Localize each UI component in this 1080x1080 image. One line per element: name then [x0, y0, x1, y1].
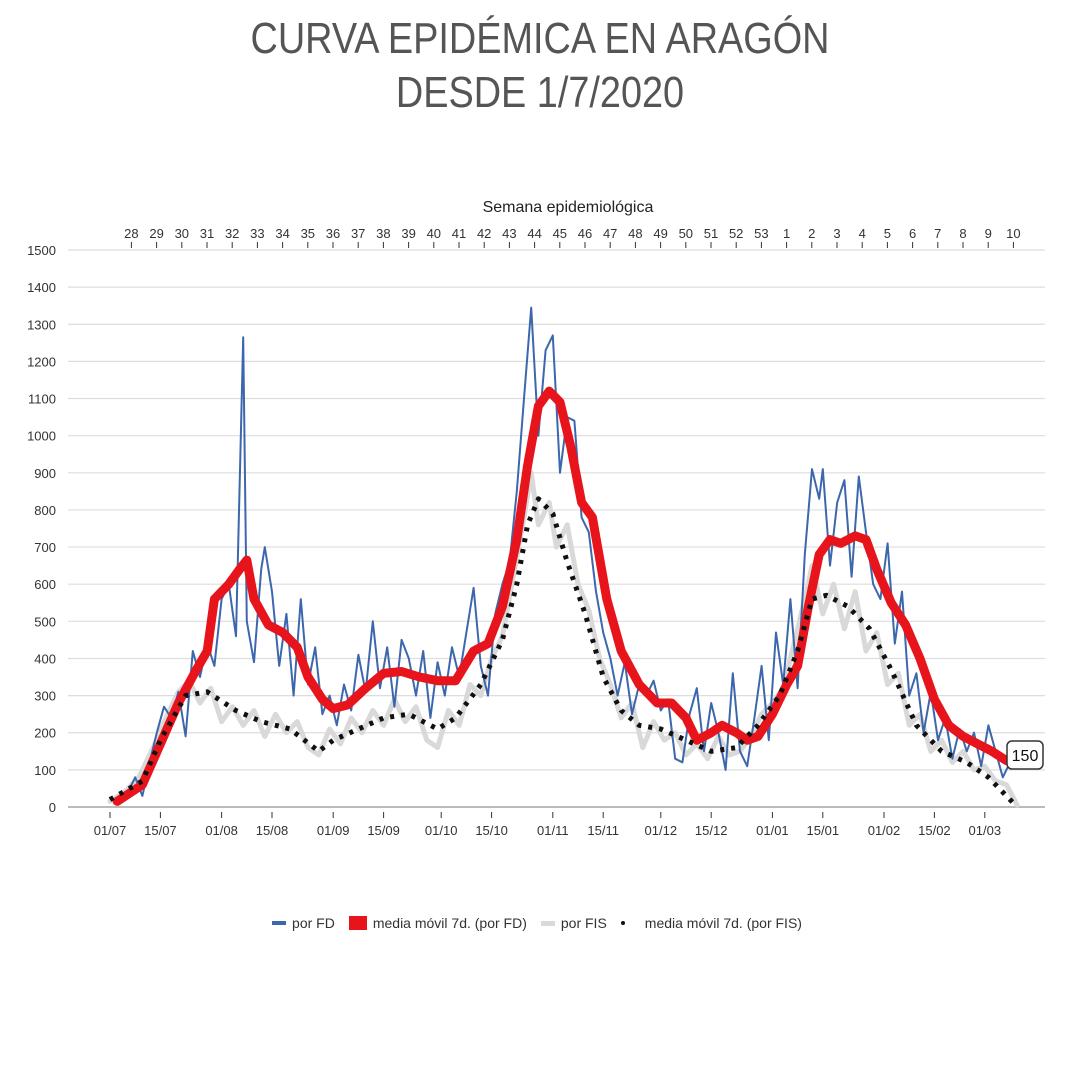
series-lines	[107, 306, 1020, 808]
legend-item-media-fd: media móvil 7d. (por FD)	[348, 915, 527, 931]
week-tick-label: 53	[754, 226, 768, 241]
week-tick-label: 49	[653, 226, 667, 241]
y-tick-label: 1300	[27, 317, 56, 332]
x-tick-label: 01/12	[645, 823, 678, 838]
week-tick-label: 39	[401, 226, 415, 241]
x-axis-ticks: 01/07 15/07 01/08 15/08 01/09 15/09 01/10 15/10…	[94, 812, 1001, 838]
y-tick-label: 1500	[27, 243, 56, 258]
top-axis-label: Semana epidemiológica	[483, 199, 654, 216]
week-tick-label: 28	[124, 226, 138, 241]
legend-label: por FIS	[560, 915, 607, 931]
week-tick-label: 41	[452, 226, 466, 241]
week-tick-label: 7	[934, 226, 941, 241]
week-tick-label: 10	[1006, 226, 1020, 241]
x-tick-label: 01/11	[537, 823, 569, 838]
gridlines	[68, 249, 1045, 808]
y-tick-label: 200	[34, 726, 56, 741]
week-tick-label: 44	[527, 226, 541, 241]
week-tick-label: 34	[275, 226, 289, 241]
y-tick-label: 1200	[27, 354, 56, 369]
week-tick-label: 3	[833, 226, 840, 241]
x-tick-label: 15/08	[256, 823, 289, 838]
y-tick-label: 1100	[28, 392, 56, 407]
legend-item-por-fd: por FD	[272, 915, 335, 931]
series-line-1	[109, 306, 1011, 805]
y-tick-label: 700	[34, 540, 56, 555]
week-tick-label: 32	[225, 226, 239, 241]
x-tick-label: 15/11	[587, 823, 619, 838]
x-tick-label: 15/10	[475, 823, 508, 838]
y-tick-label: 900	[34, 466, 56, 481]
legend-label: media móvil 7d. (por FIS)	[644, 915, 802, 931]
y-tick-label: 400	[34, 651, 56, 666]
x-tick-label: 01/01	[756, 823, 789, 838]
y-tick-label: 300	[34, 689, 56, 704]
legend-swatch	[540, 920, 555, 926]
y-tick-label: 600	[34, 577, 56, 592]
week-axis-ticks: 28 29 30 31 32 33 34 35 36 37 38 39 40 41 42 43 44 45 46 47…	[124, 226, 1021, 248]
week-tick-label: 46	[578, 226, 592, 241]
chart-title-line-2: DESDE 1/7/2020	[395, 68, 685, 117]
y-tick-label: 100	[34, 763, 56, 778]
week-tick-label: 51	[704, 226, 718, 241]
week-tick-label: 42	[477, 226, 491, 241]
x-tick-label: 15/07	[144, 823, 177, 838]
series-line-2	[112, 386, 1011, 806]
x-tick-label: 01/09	[317, 823, 350, 838]
legend-swatch	[348, 916, 367, 930]
week-tick-label: 2	[808, 226, 815, 241]
legend-item-por-fis: por FIS	[540, 915, 607, 931]
legend-label: media móvil 7d. (por FD)	[372, 915, 527, 931]
week-tick-label: 47	[603, 226, 617, 241]
week-tick-label: 52	[729, 226, 743, 241]
x-tick-label: 01/07	[94, 823, 127, 838]
legend-item-media-fis: media móvil 7d. (por FIS)	[620, 915, 802, 931]
week-tick-label: 48	[628, 226, 642, 241]
x-tick-label: 15/02	[918, 823, 951, 838]
x-tick-label: 01/10	[425, 823, 458, 838]
legend-swatch	[620, 920, 639, 926]
legend: por FD media móvil 7d. (por FD) por FIS …	[0, 915, 1080, 931]
week-tick-label: 31	[200, 226, 214, 241]
week-tick-label: 33	[250, 226, 264, 241]
series-line-0	[107, 470, 1020, 808]
legend-label: por FD	[292, 915, 335, 931]
week-tick-label: 35	[301, 226, 315, 241]
y-tick-label: 800	[34, 503, 56, 518]
week-tick-label: 43	[502, 226, 516, 241]
y-axis-ticks: 0 100 200 300 400 500 600 700 800 900 1000 1100 1200…	[27, 243, 56, 815]
week-tick-label: 40	[427, 226, 441, 241]
legend-swatch	[272, 921, 287, 925]
week-tick-label: 29	[149, 226, 163, 241]
week-tick-label: 45	[553, 226, 567, 241]
end-label-value: 150	[1012, 748, 1039, 765]
week-tick-label: 36	[326, 226, 340, 241]
y-tick-label: 1400	[27, 280, 56, 295]
x-tick-label: 01/03	[969, 823, 1002, 838]
end-label: 150	[1006, 740, 1044, 770]
y-tick-label: 500	[34, 614, 56, 629]
x-tick-label: 01/08	[205, 823, 238, 838]
x-tick-label: 01/02	[868, 823, 901, 838]
week-tick-label: 38	[376, 226, 390, 241]
y-tick-label: 0	[49, 800, 56, 815]
week-tick-label: 9	[985, 226, 992, 241]
week-tick-label: 1	[783, 226, 790, 241]
x-tick-label: 15/09	[367, 823, 400, 838]
x-tick-label: 15/01	[807, 823, 840, 838]
week-tick-label: 37	[351, 226, 365, 241]
week-tick-label: 4	[859, 226, 866, 241]
week-tick-label: 30	[175, 226, 189, 241]
y-tick-label: 1000	[27, 429, 56, 444]
week-tick-label: 5	[884, 226, 891, 241]
week-tick-label: 50	[679, 226, 693, 241]
chart-title-line-1: CURVA EPIDÉMICA EN ARAGÓN	[250, 14, 830, 63]
week-tick-label: 6	[909, 226, 916, 241]
x-tick-label: 15/12	[695, 823, 728, 838]
week-tick-label: 8	[959, 226, 966, 241]
